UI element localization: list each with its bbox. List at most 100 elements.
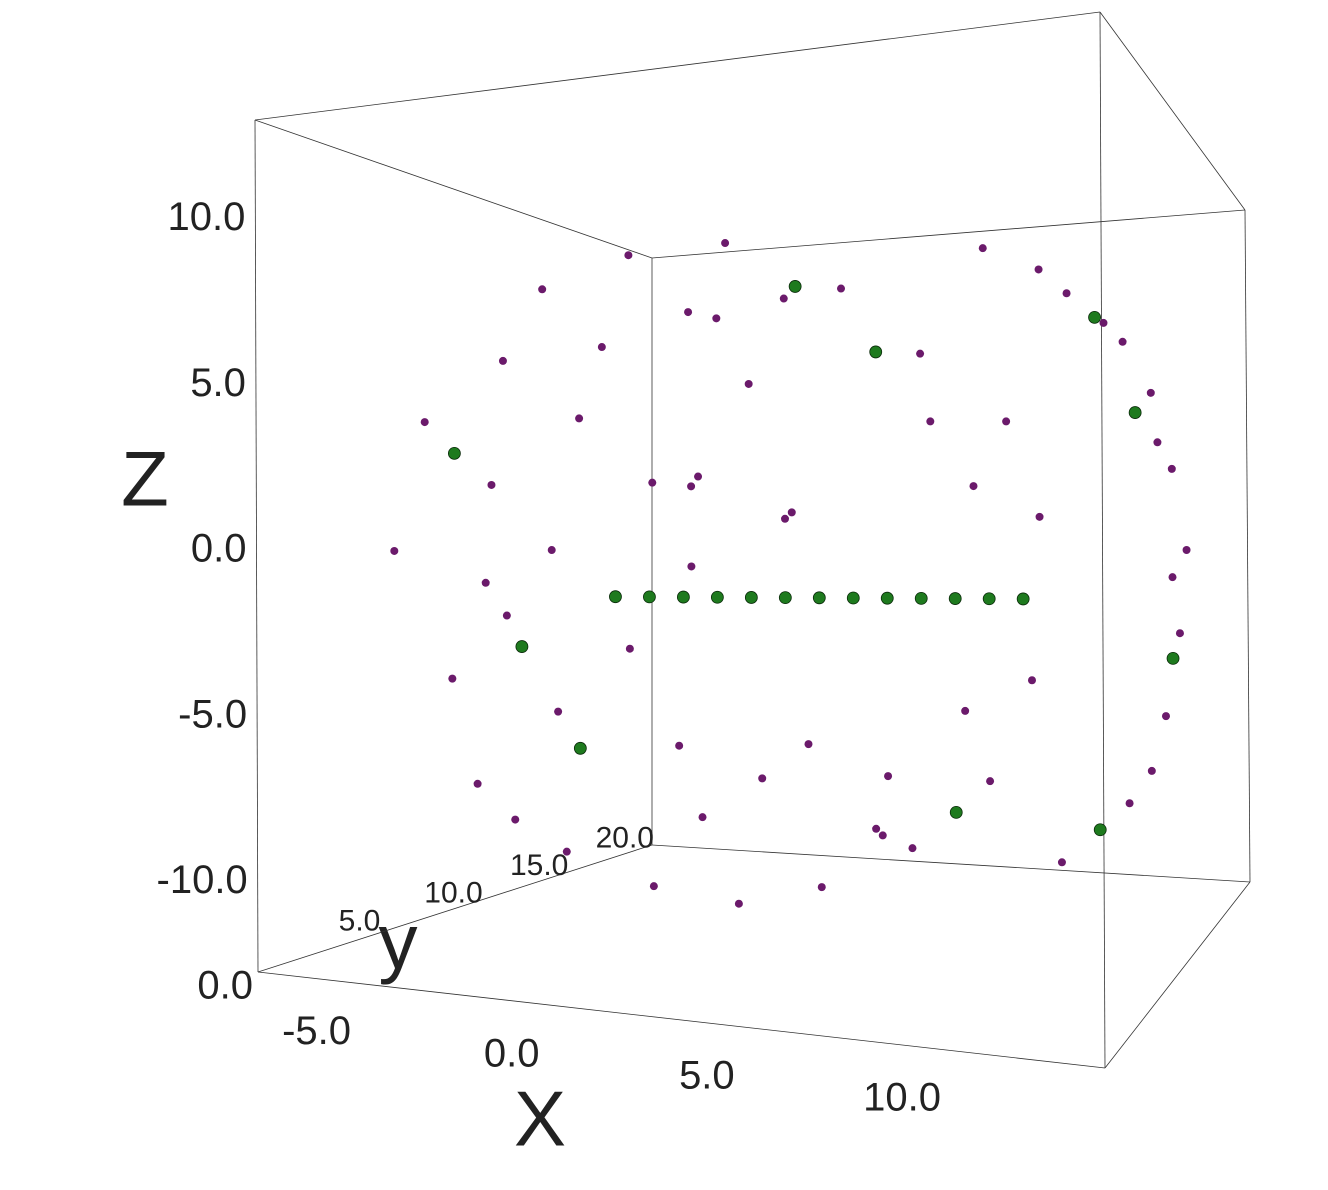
- point: [804, 740, 813, 749]
- point: [779, 294, 788, 303]
- point: [1161, 712, 1170, 721]
- box-edge: [254, 119, 653, 259]
- point: [1147, 766, 1156, 775]
- point: [498, 356, 507, 365]
- point: [547, 546, 556, 555]
- point: [916, 349, 925, 358]
- point: [1168, 573, 1177, 582]
- point: [926, 417, 935, 426]
- point: [687, 562, 696, 571]
- box-edge: [257, 971, 1106, 1069]
- point: [1146, 388, 1155, 397]
- point: [554, 707, 563, 716]
- point: [914, 591, 928, 605]
- point: [676, 590, 690, 604]
- point: [710, 590, 724, 604]
- box-edge: [1099, 11, 1246, 211]
- point: [420, 418, 429, 427]
- point: [1125, 799, 1134, 808]
- point: [969, 482, 978, 491]
- point: [648, 478, 657, 487]
- point: [675, 741, 684, 750]
- point: [778, 591, 792, 605]
- point: [1093, 823, 1107, 837]
- point: [884, 772, 893, 781]
- point: [1175, 629, 1184, 638]
- point: [817, 883, 826, 892]
- point: [1034, 265, 1043, 274]
- point: [473, 779, 482, 788]
- point: [908, 844, 917, 853]
- box-edge: [651, 209, 1246, 259]
- point: [961, 706, 970, 715]
- point: [758, 774, 767, 783]
- box-edge: [254, 119, 259, 973]
- point: [1062, 289, 1071, 298]
- x-tick-label: 10.0: [863, 1076, 941, 1120]
- point: [538, 285, 547, 294]
- point: [573, 741, 587, 755]
- point: [597, 343, 606, 352]
- z-tick-label: 10.0: [167, 195, 245, 239]
- z-tick-label: 5.0: [190, 361, 246, 405]
- point: [1057, 858, 1066, 867]
- y-tick-label: 15.0: [510, 849, 568, 882]
- point: [787, 508, 796, 517]
- point: [515, 640, 529, 653]
- point: [869, 345, 883, 359]
- point: [712, 314, 721, 323]
- point: [624, 251, 633, 260]
- z-tick-label: -5.0: [178, 692, 247, 736]
- point: [812, 591, 826, 605]
- point: [788, 280, 802, 293]
- point: [948, 592, 962, 605]
- point: [744, 591, 758, 604]
- point: [1118, 337, 1127, 346]
- box-edge: [254, 11, 1101, 121]
- y-tick-label: 0.0: [197, 964, 253, 1008]
- point: [986, 777, 995, 786]
- point: [448, 674, 457, 683]
- point: [1099, 318, 1108, 327]
- x-tick-label: -5.0: [282, 1009, 351, 1053]
- box-edge: [1244, 209, 1251, 883]
- point: [982, 592, 996, 606]
- point: [502, 611, 511, 620]
- point: [846, 591, 860, 605]
- point: [687, 482, 696, 491]
- x-tick-label: 0.0: [484, 1031, 540, 1075]
- z-tick-label: 0.0: [191, 527, 247, 571]
- x-axis-label: X: [514, 1075, 566, 1163]
- point: [734, 899, 743, 908]
- point: [575, 414, 584, 423]
- point: [649, 882, 658, 891]
- box-edge: [1099, 11, 1106, 1069]
- point: [721, 239, 730, 248]
- point: [880, 591, 894, 605]
- point: [1035, 512, 1044, 521]
- y-tick-label: 5.0: [339, 904, 381, 937]
- point: [1027, 676, 1036, 685]
- point: [744, 379, 753, 388]
- z-axis-label: Z: [121, 435, 169, 523]
- point: [447, 446, 461, 460]
- point: [625, 644, 634, 653]
- point: [949, 805, 963, 819]
- point: [698, 813, 707, 822]
- point: [511, 815, 520, 824]
- y-axis-label: y: [379, 898, 418, 986]
- point: [481, 578, 490, 587]
- point: [609, 590, 622, 604]
- box-edge: [651, 844, 1251, 883]
- point: [1002, 417, 1011, 426]
- y-tick-label: 20.0: [596, 821, 654, 854]
- y-tick-label: 10.0: [424, 877, 482, 910]
- point: [1088, 310, 1101, 324]
- point: [694, 472, 703, 481]
- point: [1153, 438, 1162, 447]
- point: [684, 308, 693, 317]
- box-edge: [257, 844, 653, 973]
- point: [781, 514, 790, 523]
- point: [1128, 406, 1142, 419]
